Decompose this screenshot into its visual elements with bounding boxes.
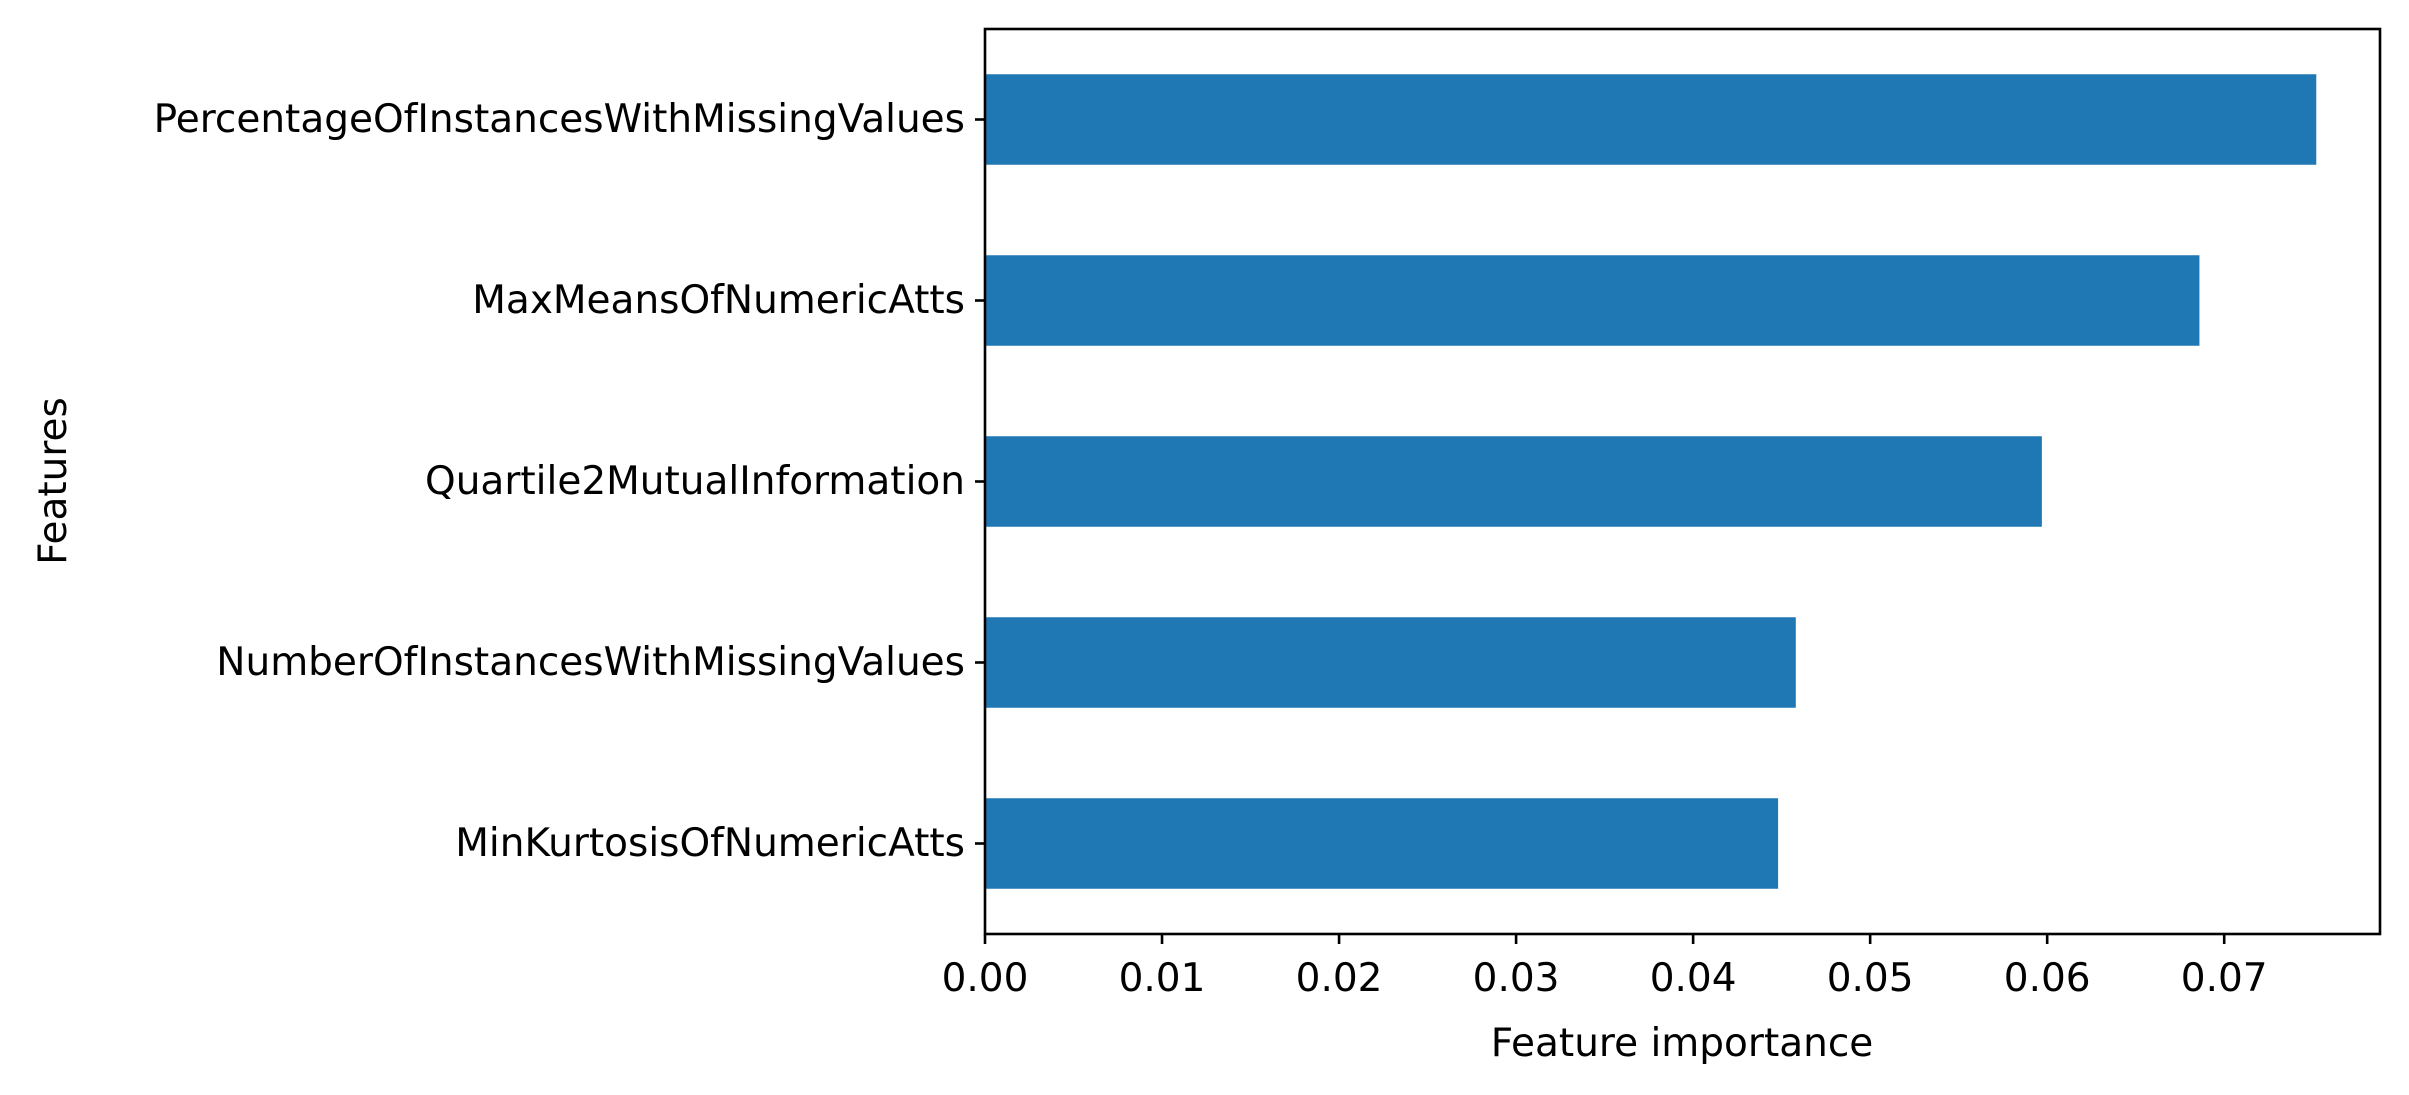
y-tick-label: MinKurtosisOfNumericAtts bbox=[455, 821, 965, 866]
y-tick-label: NumberOfInstancesWithMissingValues bbox=[216, 640, 965, 685]
y-tick-label: Quartile2MutualInformation bbox=[425, 459, 965, 504]
x-tick-label: 0.07 bbox=[2181, 956, 2268, 1001]
x-tick-label: 0.02 bbox=[1296, 956, 1383, 1001]
bar bbox=[985, 74, 2317, 165]
bar bbox=[985, 617, 1796, 708]
plot-frame bbox=[983, 27, 2382, 936]
x-tick-label: 0.06 bbox=[2004, 956, 2091, 1001]
y-tick-label: PercentageOfInstancesWithMissingValues bbox=[154, 97, 965, 142]
x-tick-label: 0.05 bbox=[1827, 956, 1914, 1001]
x-tick-label: 0.00 bbox=[942, 956, 1029, 1001]
bar bbox=[985, 436, 2042, 527]
x-tick-label: 0.01 bbox=[1119, 956, 1206, 1001]
bar bbox=[985, 798, 1779, 889]
x-axis-label: Feature importance bbox=[1491, 1021, 1874, 1066]
y-axis-ticks: PercentageOfInstancesWithMissingValues Ma… bbox=[154, 97, 985, 866]
bar bbox=[985, 255, 2200, 346]
x-tick-label: 0.03 bbox=[1473, 956, 1560, 1001]
x-axis-ticks: 0.00 0.01 0.02 0.03 0.04 0.05 0.06 0.07 bbox=[942, 934, 2268, 1001]
y-tick-label: MaxMeansOfNumericAtts bbox=[472, 278, 965, 323]
x-tick-label: 0.04 bbox=[1650, 956, 1737, 1001]
bar-group bbox=[985, 74, 2317, 889]
y-axis-label: Features bbox=[31, 397, 76, 565]
